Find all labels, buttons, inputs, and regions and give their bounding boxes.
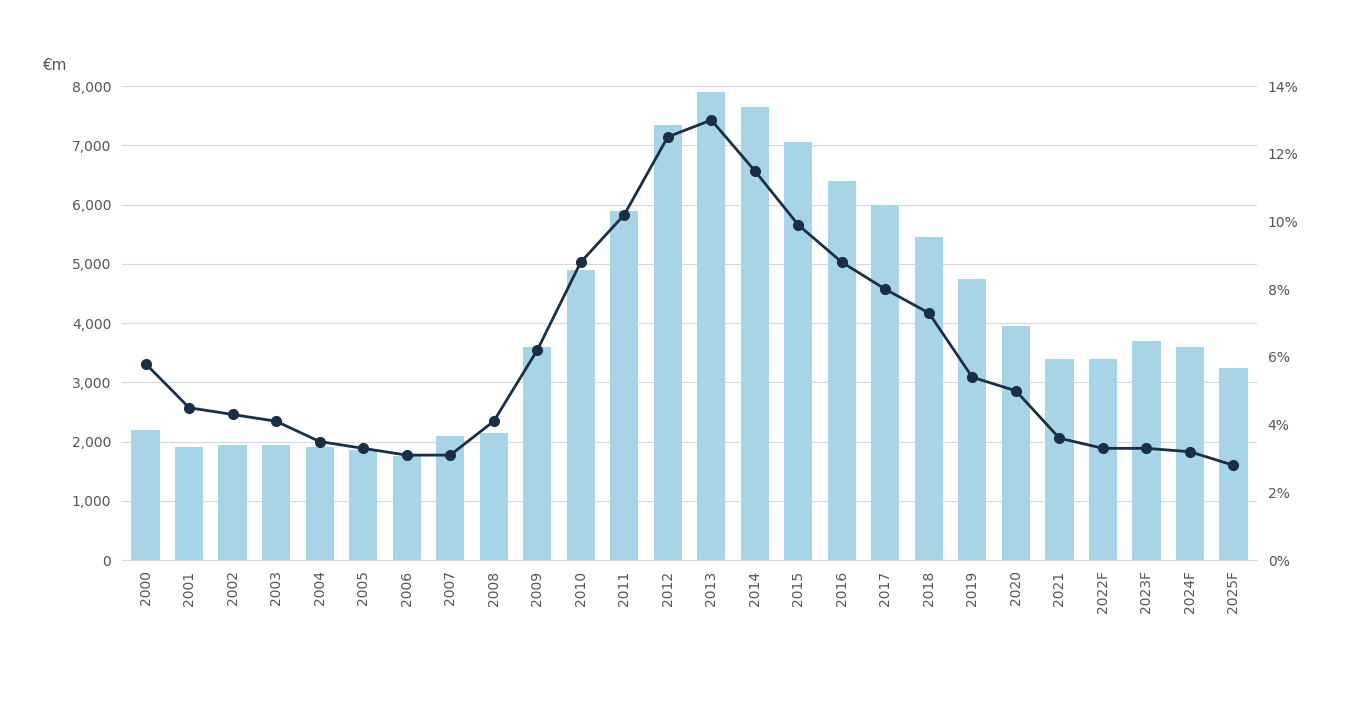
% of GG Revenue (RHS) bbox=[442, 451, 458, 460]
% of GG Revenue (RHS) bbox=[1007, 386, 1023, 395]
Bar bbox=[392, 457, 420, 560]
Bar bbox=[959, 279, 987, 560]
Bar bbox=[523, 347, 552, 560]
% of GG Revenue (RHS) bbox=[660, 133, 676, 141]
Bar bbox=[653, 125, 681, 560]
% of GG Revenue (RHS) bbox=[224, 410, 241, 419]
% of GG Revenue (RHS) bbox=[356, 444, 372, 452]
Bar bbox=[698, 92, 726, 560]
Bar bbox=[131, 429, 160, 560]
% of GG Revenue (RHS) bbox=[1138, 444, 1155, 452]
% of GG Revenue (RHS) bbox=[1095, 444, 1111, 452]
% of GG Revenue (RHS) bbox=[399, 451, 415, 460]
Bar bbox=[1220, 368, 1248, 560]
Bar bbox=[784, 142, 813, 560]
% of GG Revenue (RHS) bbox=[485, 417, 502, 426]
% of GG Revenue (RHS) bbox=[573, 258, 589, 266]
% of GG Revenue (RHS) bbox=[790, 220, 806, 229]
Bar bbox=[174, 447, 203, 560]
Bar bbox=[1002, 326, 1030, 560]
% of GG Revenue (RHS) bbox=[617, 210, 633, 219]
Bar bbox=[262, 444, 291, 560]
% of GG Revenue (RHS) bbox=[529, 346, 545, 355]
% of GG Revenue (RHS) bbox=[1225, 461, 1241, 470]
% of GG Revenue (RHS) bbox=[181, 404, 197, 412]
% of GG Revenue (RHS) bbox=[138, 360, 154, 368]
Bar bbox=[566, 270, 595, 560]
% of GG Revenue (RHS) bbox=[1182, 447, 1198, 456]
% of GG Revenue (RHS) bbox=[964, 373, 980, 381]
% of GG Revenue (RHS) bbox=[877, 285, 894, 294]
Bar bbox=[306, 447, 334, 560]
Bar bbox=[871, 205, 899, 560]
Bar bbox=[219, 444, 247, 560]
Bar bbox=[1176, 347, 1205, 560]
Bar bbox=[437, 436, 464, 560]
Bar bbox=[827, 181, 856, 560]
Bar bbox=[349, 450, 377, 560]
% of GG Revenue (RHS) bbox=[703, 116, 719, 124]
Bar bbox=[915, 237, 942, 560]
Bar bbox=[1132, 341, 1160, 560]
% of GG Revenue (RHS) bbox=[311, 437, 327, 446]
Bar bbox=[1045, 358, 1073, 560]
% of GG Revenue (RHS) bbox=[834, 258, 850, 266]
Line: % of GG Revenue (RHS): % of GG Revenue (RHS) bbox=[141, 115, 1238, 470]
% of GG Revenue (RHS) bbox=[268, 417, 284, 426]
Bar bbox=[741, 107, 769, 560]
Bar bbox=[1088, 358, 1117, 560]
% of GG Revenue (RHS) bbox=[921, 309, 937, 317]
Bar bbox=[610, 210, 638, 560]
% of GG Revenue (RHS) bbox=[746, 167, 763, 175]
Bar bbox=[480, 433, 508, 560]
Text: €m: €m bbox=[42, 57, 66, 73]
% of GG Revenue (RHS) bbox=[1052, 434, 1068, 442]
